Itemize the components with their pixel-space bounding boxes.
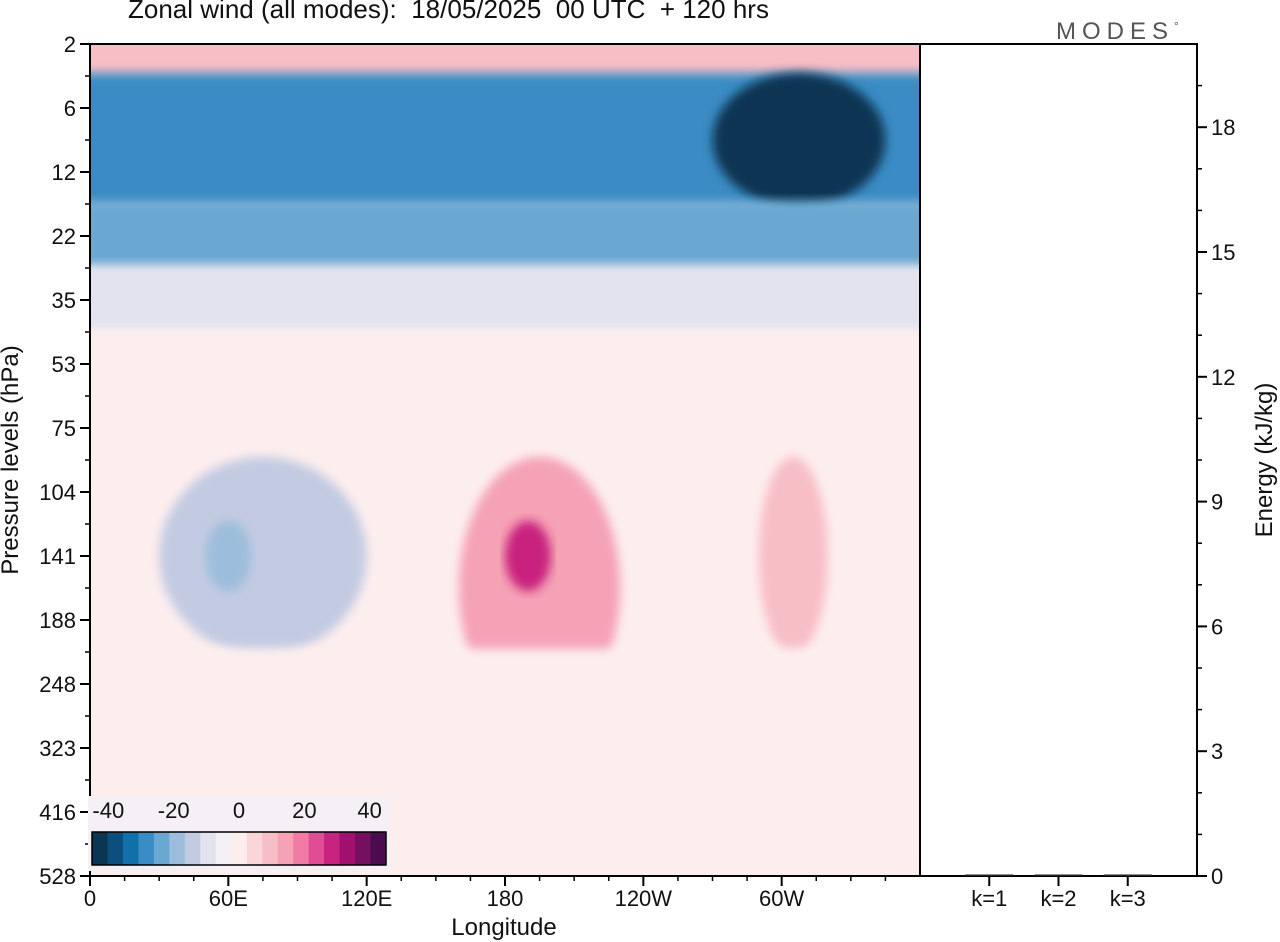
colorbar-legend: -40 -20 0 20 40 — [88, 796, 390, 871]
brand-text: MODES — [1056, 18, 1175, 45]
colorbar-swatch — [293, 832, 310, 865]
longitude-axis: 0 60E 120E 180 120W 60W — [84, 876, 887, 911]
y-tick-label: 35 — [52, 288, 76, 313]
y-tick-label: 188 — [39, 608, 76, 633]
energy-tick-label: 15 — [1211, 240, 1235, 265]
energy-tick-label: 9 — [1211, 490, 1223, 515]
x-tick-label: 60E — [209, 886, 248, 911]
colorbar-swatch — [324, 832, 341, 865]
energy-tick-label: 6 — [1211, 614, 1223, 639]
y-tick-label: 2 — [64, 32, 76, 57]
y-tick-label: 53 — [52, 352, 76, 377]
x-tick-label: 120E — [341, 886, 392, 911]
energy-bars: k=1 k=2 k=3 — [965, 874, 1152, 911]
colorbar-swatch — [231, 832, 248, 865]
y-tick-label: 12 — [52, 160, 76, 185]
chart-title: Zonal wind (all modes): 18/05/2025 00 UT… — [128, 0, 769, 24]
colorbar-swatch — [370, 832, 387, 865]
colorbar-swatch — [355, 832, 372, 865]
brand-mark: ° — [1174, 19, 1179, 33]
y-tick-label: 75 — [52, 416, 76, 441]
x-tick-label: 0 — [84, 886, 96, 911]
colorbar-swatch — [262, 832, 279, 865]
energy-axis: 0 3 6 9 12 15 18 — [1197, 84, 1235, 889]
energy-tick-label: 3 — [1211, 739, 1223, 764]
colorbar-tick-label: 0 — [233, 798, 245, 823]
heatmap-contours — [90, 44, 920, 876]
colorbar-swatch — [308, 832, 325, 865]
colorbar-swatch — [246, 832, 263, 865]
y-tick-label: 141 — [39, 544, 76, 569]
y-tick-label: 6 — [64, 96, 76, 121]
colorbar-swatch — [277, 832, 294, 865]
heatmap-cell — [712, 72, 886, 208]
colorbar-swatch — [92, 832, 108, 865]
heatmap-cell — [505, 520, 552, 592]
colorbar-swatch — [200, 832, 217, 865]
y-tick-label: 528 — [39, 864, 76, 889]
energy-tick-label: 12 — [1211, 365, 1235, 390]
energy-axis-title: Energy (kJ/kg) — [1251, 383, 1278, 538]
colorbar-swatch — [138, 832, 155, 865]
x-tick-label: 60W — [759, 886, 804, 911]
y-axis-title: Pressure levels (hPa) — [0, 345, 24, 574]
heatmap-band — [90, 264, 920, 336]
colorbar-frame — [91, 831, 387, 866]
y-tick-label: 248 — [39, 672, 76, 697]
x-tick-label: 180 — [487, 886, 524, 911]
heatmap-cell — [159, 456, 367, 656]
heatmap-cell — [758, 456, 828, 656]
colorbar-swatch — [215, 832, 232, 865]
colorbar-swatch — [153, 832, 170, 865]
heatmap-band — [90, 200, 920, 272]
colorbar-swatch — [107, 832, 124, 865]
colorbar-swatch — [169, 832, 186, 865]
colorbar-tick-label: -40 — [92, 798, 124, 823]
heatmap-band — [90, 648, 920, 876]
colorbar-swatch — [184, 832, 201, 865]
energy-bar — [1034, 874, 1083, 876]
energy-tick-label: 18 — [1211, 115, 1235, 140]
energy-panel-frame — [919, 43, 1198, 877]
colorbar-swatch — [339, 832, 356, 865]
colorbar-tick-label: 20 — [292, 798, 316, 823]
colorbar-swatch — [122, 832, 139, 865]
y-tick-label: 323 — [39, 736, 76, 761]
energy-tick-label: 0 — [1211, 864, 1223, 889]
y-tick-label: 22 — [52, 224, 76, 249]
x-tick-label: 120W — [615, 886, 673, 911]
colorbar-tick-label: 40 — [357, 798, 381, 823]
heatmap-band — [90, 328, 920, 464]
energy-bar — [1103, 874, 1152, 876]
y-tick-label: 104 — [39, 480, 76, 505]
y-tick-label: 416 — [39, 800, 76, 825]
colorbar-tick-label: -20 — [158, 798, 190, 823]
pressure-axis: 2 6 12 22 35 53 75 104 141 188 248 323 416 528 — [39, 32, 90, 889]
energy-category-label: k=3 — [1110, 886, 1146, 911]
brand-logo: MODES° — [1056, 18, 1179, 46]
energy-category-label: k=1 — [971, 886, 1007, 911]
energy-category-label: k=2 — [1040, 886, 1076, 911]
energy-bar — [965, 874, 1014, 876]
x-axis-title: Longitude — [451, 914, 556, 941]
heatmap-cell — [205, 520, 252, 592]
